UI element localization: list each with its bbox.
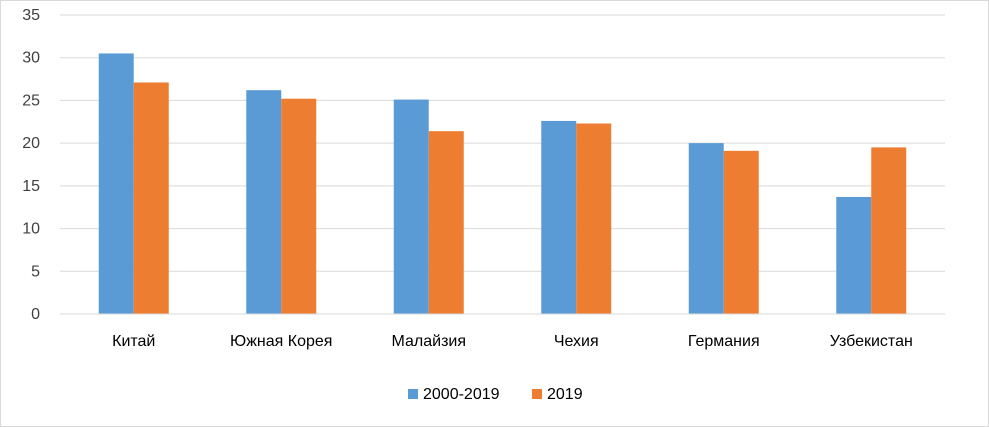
legend: 2000-2019 2019 <box>408 386 583 403</box>
bar <box>133 82 169 314</box>
y-axis-ticks: 0 5 10 15 20 25 30 35 <box>22 7 40 323</box>
legend-swatch <box>532 389 542 399</box>
bar <box>871 147 907 314</box>
bar <box>541 120 577 314</box>
x-tick-label: Китай <box>112 333 155 350</box>
bar <box>688 143 724 314</box>
y-tick-label: 25 <box>22 92 40 109</box>
y-tick-label: 0 <box>31 306 40 323</box>
bars <box>98 53 907 315</box>
y-tick-label: 15 <box>22 178 40 195</box>
x-tick-label: Южная Корея <box>230 333 332 350</box>
legend-label: 2000-2019 <box>423 386 500 403</box>
y-tick-label: 20 <box>22 135 40 152</box>
legend-label: 2019 <box>547 386 583 403</box>
bar <box>281 98 317 314</box>
bar <box>723 150 759 314</box>
bar <box>246 90 282 314</box>
y-tick-label: 10 <box>22 221 40 238</box>
legend-swatch <box>408 389 418 399</box>
y-tick-label: 30 <box>22 50 40 67</box>
bar <box>98 53 134 314</box>
bar <box>393 99 429 315</box>
y-tick-label: 35 <box>22 7 40 24</box>
x-tick-label: Чехия <box>554 333 599 350</box>
bar <box>836 196 872 314</box>
x-tick-label: Узбекистан <box>830 333 913 350</box>
x-tick-label: Германия <box>688 333 760 350</box>
x-axis-labels: Китай Южная Корея Малайзия Чехия Германия Узб… <box>112 333 913 350</box>
bar <box>576 123 612 314</box>
bar <box>428 131 464 314</box>
y-tick-label: 5 <box>31 263 40 280</box>
gridlines <box>60 14 945 272</box>
x-tick-label: Малайзия <box>391 333 466 350</box>
